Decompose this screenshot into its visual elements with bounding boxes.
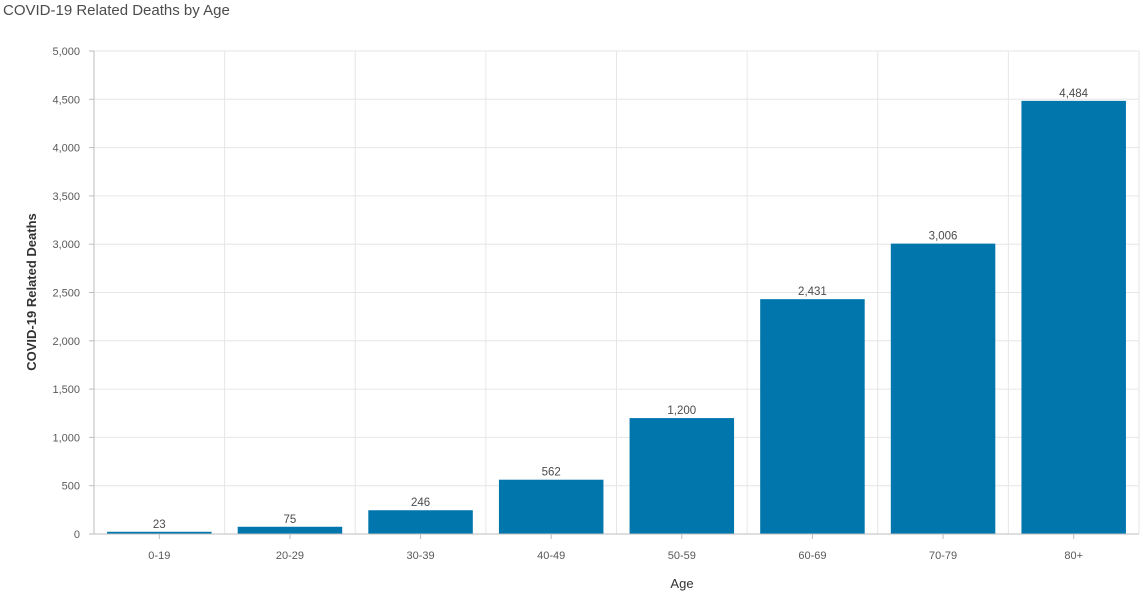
bar-value-label: 246 <box>411 497 430 509</box>
bar <box>368 510 473 534</box>
axis-layer: COVID-19 Related Deaths Age 0 500 1,000 1,5… <box>24 46 1139 591</box>
y-tick-label: 2,500 <box>52 288 80 300</box>
bar-value-label: 4,484 <box>1059 88 1088 100</box>
bar <box>237 526 343 534</box>
x-tick-label: 30-39 <box>406 550 434 562</box>
x-tick-label: 60-69 <box>798 550 826 562</box>
y-tick-label: 4,500 <box>52 94 80 106</box>
y-tick-label: 3,500 <box>52 191 80 203</box>
bar-layer: 23 75 246 562 1,200 2,431 3,006 4,484 <box>107 88 1126 535</box>
bar-value-label: 23 <box>153 519 166 531</box>
x-tick-label: 0-19 <box>148 550 170 562</box>
bar <box>498 479 604 534</box>
bar-value-label: 562 <box>542 467 561 479</box>
y-tick-label: 0 <box>74 529 80 541</box>
x-axis-title: Age <box>670 576 693 591</box>
y-tick-label: 1,500 <box>52 384 80 396</box>
x-tick-label: 70-79 <box>929 550 957 562</box>
bar-value-label: 1,200 <box>667 405 696 417</box>
y-axis-title: COVID-19 Related Deaths <box>24 213 39 371</box>
y-tick-label: 500 <box>62 481 80 493</box>
bar <box>107 531 212 534</box>
x-tick-label: 80+ <box>1064 550 1083 562</box>
y-tick-label: 1,000 <box>52 432 80 444</box>
y-tick-label: 2,000 <box>52 336 80 348</box>
bar <box>890 243 996 534</box>
bar-value-label: 75 <box>284 514 297 526</box>
chart-title: COVID-19 Related Deaths by Age <box>3 2 230 19</box>
y-tick-label: 5,000 <box>52 46 80 58</box>
bar <box>629 418 735 534</box>
x-tick-label: 40-49 <box>537 550 565 562</box>
bar <box>1021 100 1126 535</box>
x-tick-label: 50-59 <box>668 550 696 562</box>
x-tick-label: 20-29 <box>276 550 304 562</box>
bar-value-label: 3,006 <box>929 231 958 243</box>
y-tick-label: 4,000 <box>52 143 80 155</box>
bar <box>760 299 865 534</box>
bar-value-label: 2,431 <box>798 286 827 298</box>
y-tick-label: 3,000 <box>52 239 80 251</box>
